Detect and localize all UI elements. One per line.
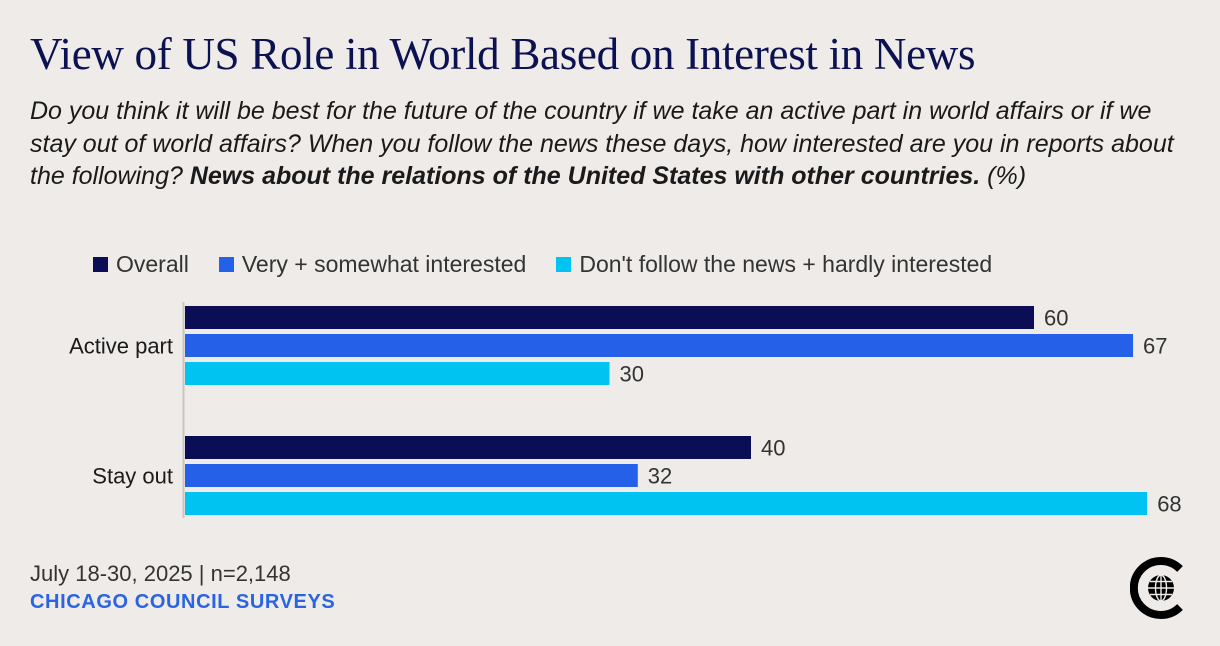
data-label-overall: 60 xyxy=(1044,306,1068,331)
bar-interested xyxy=(185,464,638,487)
data-label-not-interested: 30 xyxy=(620,362,644,387)
category-label: Active part xyxy=(69,334,173,359)
bar-not-interested xyxy=(185,362,610,385)
subtitle-topic: News about the relations of the United S… xyxy=(189,162,981,190)
chart-title: View of US Role in World Based on Intere… xyxy=(30,29,976,79)
legend-label-interested: Very + somewhat interested xyxy=(241,251,527,277)
legend-item-interested: Very + somewhat interested xyxy=(218,251,527,278)
legend-swatch-overall xyxy=(93,257,108,272)
bar-overall xyxy=(185,436,751,459)
legend-item-overall: Overall xyxy=(93,251,189,278)
bar-not-interested xyxy=(185,492,1148,515)
legend-item-not-interested: Don't follow the news + hardly intereste… xyxy=(556,251,992,278)
subtitle-unit: (%) xyxy=(980,162,1027,190)
brand-name: CHICAGO COUNCIL SURVEYS xyxy=(30,591,336,613)
bar-chart: Active part 60 67 30 Stay out 40 32 68 xyxy=(69,302,1182,518)
bar-interested xyxy=(185,334,1134,357)
legend-swatch-not-interested xyxy=(556,257,572,272)
data-label-overall: 40 xyxy=(761,436,785,461)
survey-dates: July 18-30, 2025 | n=2,148 xyxy=(30,561,291,586)
chart-legend: Overall Very + somewhat interested Don't… xyxy=(93,251,1022,278)
data-label-interested: 32 xyxy=(648,464,672,489)
legend-label-not-interested: Don't follow the news + hardly intereste… xyxy=(579,251,993,277)
chicago-council-globe-logo-icon xyxy=(1130,557,1183,619)
legend-label-overall: Overall xyxy=(116,251,189,277)
legend-swatch-interested xyxy=(218,257,234,272)
data-label-not-interested: 68 xyxy=(1157,492,1181,517)
category-label: Stay out xyxy=(92,464,173,489)
subtitle-question: Do you think it will be best for the fut… xyxy=(30,97,1174,190)
bar-overall xyxy=(185,306,1034,329)
data-label-interested: 67 xyxy=(1143,334,1167,359)
chart-subtitle: Do you think it will be best for the fut… xyxy=(30,95,1200,193)
